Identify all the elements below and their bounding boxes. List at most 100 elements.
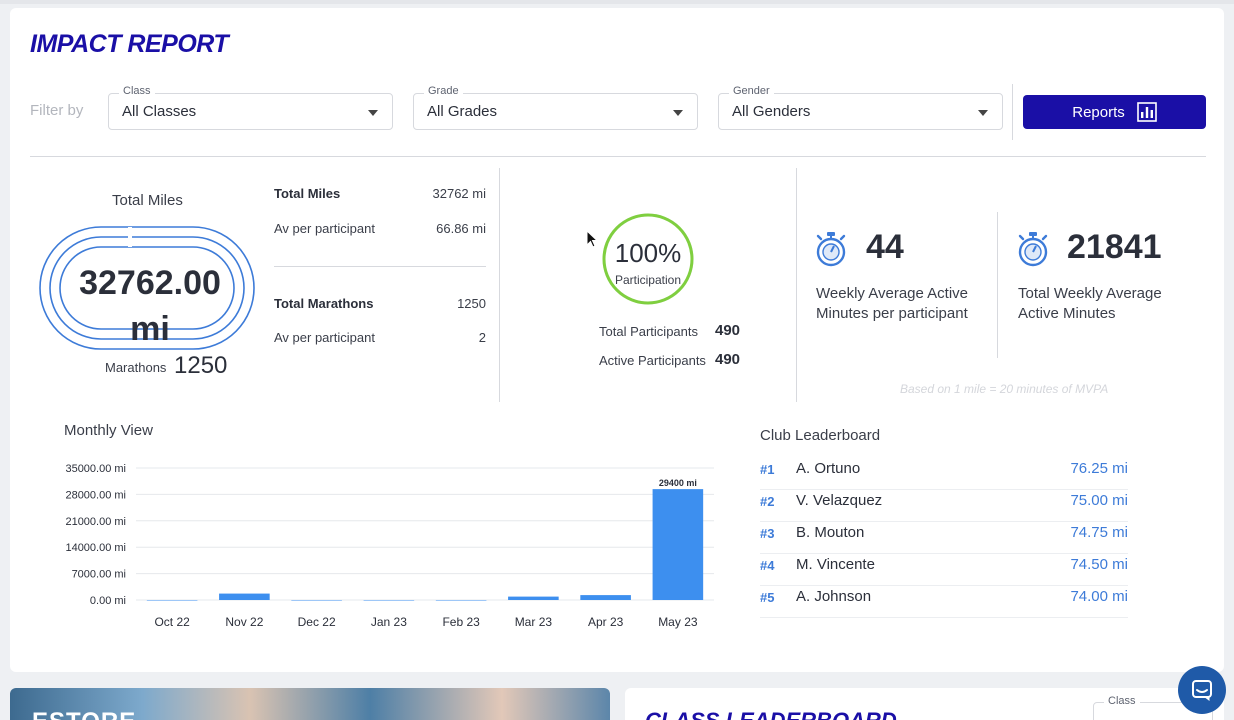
leaderboard-miles: 75.00 mi [1070,492,1128,509]
chart-bar[interactable] [291,600,342,601]
mvpa-footnote: Based on 1 mile = 20 minutes of MVPA [900,382,1109,396]
x-tick-label: Apr 23 [588,615,624,629]
leaderboard-rank: #4 [760,558,775,573]
reports-button[interactable]: Reports [1023,95,1206,129]
total-weekly-label-line-1: Total Weekly Average [1018,285,1162,302]
total-participants-label: Total Participants [599,324,698,339]
participation-ring [602,213,694,305]
stopwatch-icon [1018,232,1048,267]
chart-bar[interactable] [580,595,631,600]
leaderboard-miles: 74.50 mi [1070,556,1128,573]
y-tick-label: 0.00 mi [90,595,126,607]
weekly-average-label-line-1: Weekly Average Active [816,285,969,302]
leaderboard-name: A. Ortuno [796,460,861,477]
bar-chart-icon [1136,102,1157,122]
mouse-pointer-icon [586,230,598,248]
chat-launcher-button[interactable] [1178,666,1226,714]
monthly-bar-chart: 35000.00 mi 28000.00 mi 21000.00 mi 14000.0… [65,463,714,629]
leaderboard-name: M. Vincente [796,556,875,573]
leaderboard-rank: #1 [760,462,775,477]
page-title: IMPACT REPORT [30,30,229,58]
chevron-down-icon [673,110,683,116]
active-participants-label: Active Participants [599,353,706,368]
total-miles-title: Total Miles [112,192,183,209]
total-miles-unit: mi [130,310,170,348]
leaderboard-name: V. Velazquez [796,492,883,509]
class-select[interactable]: Class All Classes [108,85,393,130]
marathons-label: Marathons [105,360,167,375]
panel-divider [796,168,797,402]
stat-label: Total Miles [274,186,341,201]
y-tick-label: 35000.00 mi [65,463,126,475]
total-weekly-value: 21841 [1067,228,1162,266]
class-leaderboard-title: CLASS LEADERBOARD [645,708,897,720]
impact-report-card: IMPACT REPORT Filter by Class All Classe… [10,8,1224,672]
chat-icon [1192,680,1212,701]
leaderboard-row: #3 B. Mouton 74.75 mi [760,522,1128,554]
chart-bar[interactable] [219,593,270,600]
marathons-value: 1250 [174,352,228,379]
weekly-average-value: 44 [866,228,904,266]
leaderboard-row: #2 V. Velazquez 75.00 mi [760,490,1128,522]
total-participants-value: 490 [715,322,741,339]
class-leaderboard-class-label: Class [1104,695,1140,707]
x-tick-label: Nov 22 [225,615,263,629]
y-tick-label: 14000.00 mi [65,542,126,554]
stopwatch-icon [816,232,846,267]
weekly-average-label-line-2: Minutes per participant [816,305,968,322]
x-tick-label: Feb 23 [442,615,480,629]
participation-label: Participation [614,273,682,287]
grade-select-value: All Grades [427,103,498,120]
stat-value: 1250 [457,296,486,311]
class-select-value: All Classes [122,103,197,120]
y-tick-label: 21000.00 mi [65,516,126,528]
stat-label: Av per participant [274,221,375,236]
x-tick-label: Mar 23 [515,615,553,629]
x-tick-label: May 23 [658,615,698,629]
estore-title: ESTORE [32,708,136,720]
leaderboard-miles: 76.25 mi [1070,460,1128,477]
y-tick-label: 28000.00 mi [65,489,126,501]
leaderboard-row: #4 M. Vincente 74.50 mi [760,554,1128,586]
class-leaderboard-card: CLASS LEADERBOARD Class [625,688,1224,720]
gender-select[interactable]: Gender All Genders [718,85,1003,130]
gender-select-label: Gender [729,85,774,97]
chart-bar[interactable] [652,489,704,600]
bar-data-label: 29400 mi [659,478,697,488]
leaderboard-miles: 74.00 mi [1070,588,1128,605]
running-track-icon [39,226,255,350]
leaderboard-name: A. Johnson [796,588,872,605]
class-select-label: Class [119,85,155,97]
estore-banner-image [10,688,610,720]
filter-by-label: Filter by [30,102,84,119]
top-divider [0,0,1234,4]
leaderboard-miles: 74.75 mi [1070,524,1128,541]
panel-divider [499,168,500,402]
club-leaderboard-title: Club Leaderboard [760,427,881,444]
stat-label: Total Marathons [274,296,374,311]
grade-select[interactable]: Grade All Grades [413,85,698,130]
x-tick-label: Oct 22 [154,615,190,629]
header-divider [30,156,1206,157]
leaderboard-rank: #2 [760,494,775,509]
stat-value: 32762 mi [432,186,486,201]
grade-select-label: Grade [424,85,463,97]
total-weekly-label-line-2: Active Minutes [1018,305,1116,322]
monthly-view-title: Monthly View [64,422,153,439]
total-miles-big-value: 32762.00 mi [62,260,238,352]
chart-bar[interactable] [435,600,487,601]
chart-bar[interactable] [363,600,415,601]
total-weekly-label: Total Weekly Average Active Minutes [1018,284,1162,324]
class-leaderboard-class-select[interactable]: Class [1093,695,1213,720]
participation-percent: 100% [614,238,682,268]
stat-value: 66.86 mi [436,221,486,236]
x-tick-label: Jan 23 [371,615,407,629]
weekly-average-label: Weekly Average Active Minutes per partic… [816,284,968,324]
filter-divider [1012,84,1013,140]
stat-label: Av per participant [274,330,375,345]
chart-bar[interactable] [508,596,559,600]
total-miles-number: 32762.00 [79,264,221,302]
chart-bar[interactable] [146,600,198,601]
estore-card[interactable]: ESTORE [10,688,610,720]
chevron-down-icon [978,110,988,116]
